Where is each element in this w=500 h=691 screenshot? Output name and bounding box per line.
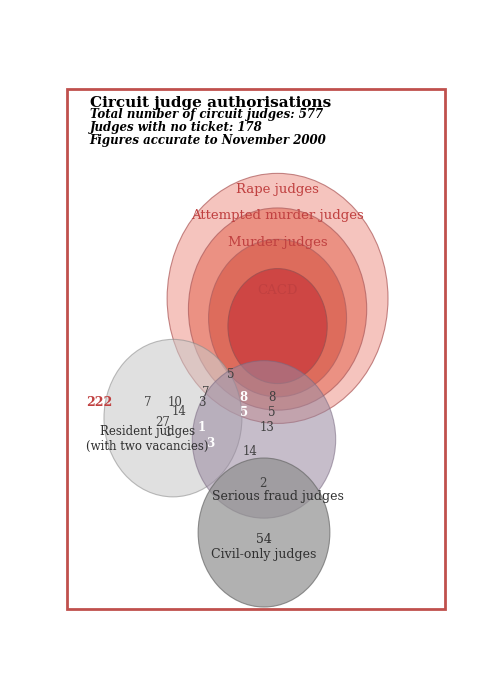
Text: 7: 7	[202, 386, 209, 399]
Text: 54
Civil-only judges: 54 Civil-only judges	[212, 533, 316, 561]
Text: Resident judges
(with two vacancies): Resident judges (with two vacancies)	[86, 426, 209, 453]
Text: 13: 13	[260, 421, 274, 434]
Text: 8: 8	[240, 391, 248, 404]
Ellipse shape	[104, 339, 242, 497]
Ellipse shape	[192, 361, 336, 518]
Text: 3: 3	[198, 396, 206, 408]
Text: 14: 14	[243, 444, 258, 457]
Text: Judges with no ticket: 178: Judges with no ticket: 178	[90, 121, 262, 134]
Text: 8: 8	[268, 391, 276, 404]
Text: Rape judges: Rape judges	[236, 183, 319, 196]
Ellipse shape	[198, 458, 330, 607]
Ellipse shape	[188, 208, 366, 410]
Ellipse shape	[167, 173, 388, 424]
Text: 5: 5	[268, 406, 276, 419]
Ellipse shape	[208, 239, 346, 397]
Text: 27: 27	[155, 416, 170, 429]
Text: Figures accurate to November 2000: Figures accurate to November 2000	[90, 134, 326, 147]
Text: Serious fraud judges: Serious fraud judges	[212, 491, 344, 503]
Text: 2: 2	[260, 477, 267, 489]
Ellipse shape	[228, 269, 327, 384]
Text: Murder judges: Murder judges	[228, 236, 328, 249]
Text: 10: 10	[168, 396, 182, 408]
Text: 222: 222	[86, 396, 113, 408]
Text: 5: 5	[240, 406, 248, 419]
Text: 7: 7	[144, 396, 152, 408]
Text: 5: 5	[226, 368, 234, 381]
Text: 3: 3	[206, 437, 214, 450]
Text: Total number of circuit judges: 577: Total number of circuit judges: 577	[90, 108, 323, 122]
Text: 1: 1	[198, 421, 206, 434]
Text: Circuit judge authorisations: Circuit judge authorisations	[90, 96, 331, 111]
Text: 1: 1	[164, 426, 172, 439]
Text: 14: 14	[172, 405, 186, 417]
Text: CACD: CACD	[258, 284, 298, 297]
Text: Attempted murder judges: Attempted murder judges	[191, 209, 364, 223]
